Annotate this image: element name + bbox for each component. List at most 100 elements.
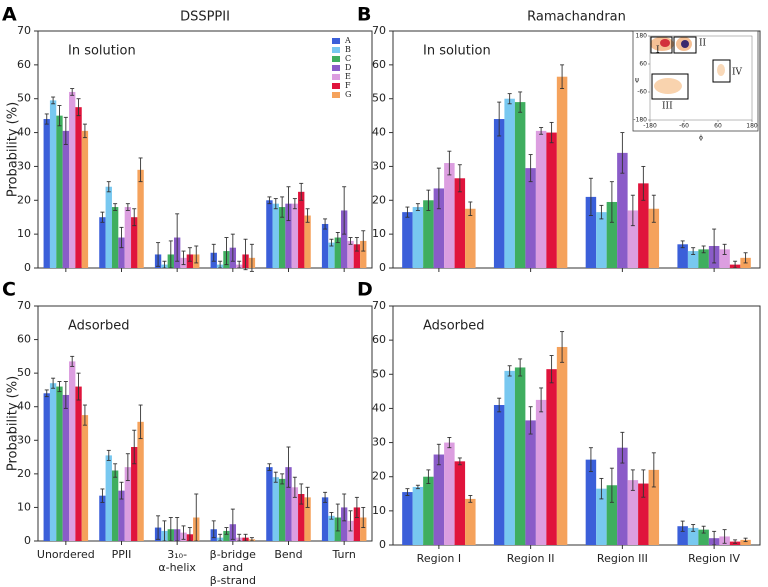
- error-bar: [348, 510, 353, 532]
- bar: [627, 480, 639, 545]
- bar: [648, 469, 660, 545]
- error-bar: [125, 453, 130, 482]
- error-bar: [691, 524, 696, 532]
- region-label: IV: [732, 68, 743, 78]
- bar: [49, 383, 57, 541]
- y-tick-label: 70: [17, 24, 31, 37]
- error-bar: [132, 429, 137, 465]
- error-bar: [323, 491, 328, 503]
- legend-label: B: [345, 45, 351, 54]
- legend-label: E: [345, 72, 351, 81]
- panel-label: D: [357, 279, 373, 301]
- y-tick-label: 10: [17, 227, 31, 240]
- y-tick-label: 20: [17, 467, 31, 480]
- error-bar: [599, 477, 604, 500]
- error-bar: [457, 164, 462, 193]
- y-tick-label: 10: [17, 500, 31, 513]
- bar: [347, 240, 354, 268]
- bar: [298, 191, 305, 268]
- error-bar: [641, 469, 646, 498]
- legend-swatch: [332, 65, 340, 71]
- error-bar: [743, 537, 748, 543]
- legend-label: D: [345, 63, 351, 72]
- error-bar: [280, 196, 285, 218]
- error-bar: [620, 431, 625, 464]
- y-tick-label: 30: [372, 436, 386, 449]
- annotation: Adsorbed: [423, 319, 485, 334]
- bar: [298, 494, 305, 541]
- error-bar: [560, 64, 565, 90]
- error-bar: [361, 230, 366, 252]
- bar: [504, 98, 515, 268]
- y-tick-label: 70: [372, 299, 386, 312]
- error-bar: [560, 331, 565, 363]
- bar: [493, 405, 505, 545]
- error-bar: [305, 486, 310, 508]
- bar: [617, 447, 628, 545]
- error-bar: [415, 203, 420, 211]
- bar: [504, 370, 515, 545]
- bar: [360, 517, 367, 541]
- error-bar: [57, 381, 62, 393]
- bar: [81, 130, 89, 268]
- bar: [514, 367, 526, 545]
- error-bar: [588, 177, 593, 216]
- bar: [118, 490, 125, 541]
- error-bar: [76, 98, 81, 117]
- error-bar: [106, 449, 111, 461]
- bar: [340, 507, 348, 541]
- error-bar: [237, 533, 242, 542]
- y-tick-label: 10: [372, 227, 386, 240]
- y-tick-label: 30: [372, 159, 386, 172]
- bar: [454, 178, 466, 268]
- error-bar: [323, 218, 328, 230]
- error-bar: [335, 231, 340, 244]
- panel-label: B: [357, 4, 371, 26]
- density-blob: [717, 64, 725, 76]
- bar: [606, 485, 618, 545]
- error-bar: [329, 238, 334, 247]
- y-tick-label: 40: [372, 401, 386, 414]
- y-tick-label: 30: [17, 159, 31, 172]
- bar: [423, 200, 434, 268]
- error-bar: [436, 443, 441, 466]
- bar: [402, 212, 413, 268]
- legend-label: A: [344, 36, 351, 45]
- annotation: Adsorbed: [68, 319, 130, 334]
- plot-frame: [37, 30, 373, 269]
- error-bar: [599, 204, 604, 220]
- inset-y-tick-label: -60: [637, 89, 647, 96]
- bar: [638, 183, 649, 268]
- inset-y-label: ψ: [635, 77, 639, 84]
- bar: [698, 529, 709, 545]
- region-box: [712, 59, 731, 83]
- error-bar: [249, 243, 254, 272]
- legend-swatch: [332, 74, 340, 80]
- density-blob: [654, 78, 682, 94]
- bar: [56, 115, 63, 269]
- error-bar: [680, 240, 685, 249]
- y-tick-label: 70: [372, 24, 386, 37]
- bar: [340, 210, 348, 268]
- error-bar: [211, 520, 216, 539]
- legend-label: G: [345, 90, 351, 99]
- legend-swatch: [332, 56, 340, 62]
- bar: [105, 186, 112, 268]
- error-bar: [701, 525, 706, 534]
- bar: [321, 223, 329, 268]
- error-bar: [76, 372, 81, 401]
- error-bar: [651, 194, 656, 223]
- density-blob: [681, 40, 689, 48]
- error-bar: [405, 206, 410, 218]
- y-tick-label: 50: [372, 92, 386, 105]
- x-tick-label: Unordered: [37, 548, 95, 561]
- x-tick-label: Region IV: [688, 552, 740, 565]
- error-bar: [100, 211, 105, 223]
- error-bar: [286, 446, 291, 488]
- plot-frame: [392, 305, 761, 546]
- bar: [535, 130, 547, 268]
- error-bar: [609, 181, 614, 223]
- bar: [465, 208, 476, 268]
- legend-swatch: [332, 38, 340, 44]
- y-tick-label: 20: [17, 193, 31, 206]
